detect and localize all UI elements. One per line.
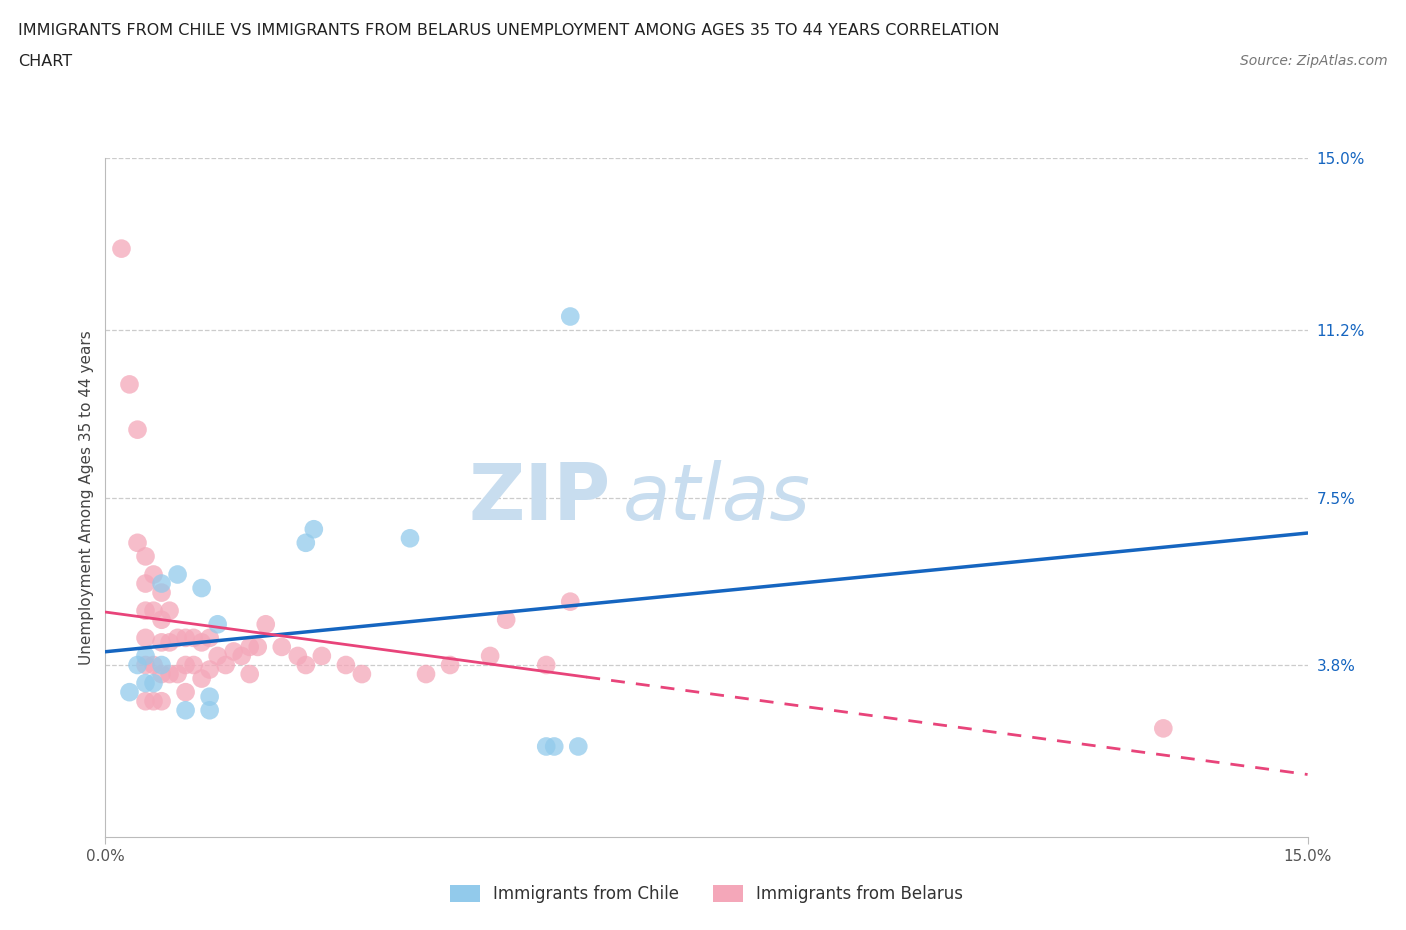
Point xyxy=(287,648,309,663)
Point xyxy=(127,536,149,551)
Point xyxy=(246,640,269,655)
Point xyxy=(166,631,188,645)
Point xyxy=(174,658,197,672)
Point xyxy=(166,567,188,582)
Y-axis label: Unemployment Among Ages 35 to 44 years: Unemployment Among Ages 35 to 44 years xyxy=(79,330,94,665)
Point xyxy=(150,635,173,650)
Point xyxy=(118,377,141,392)
Point xyxy=(270,640,292,655)
Point xyxy=(495,612,517,627)
Point xyxy=(183,658,205,672)
Point xyxy=(159,604,181,618)
Point xyxy=(399,531,422,546)
Point xyxy=(135,576,157,591)
Point xyxy=(150,658,173,672)
Point xyxy=(239,667,262,682)
Point xyxy=(118,684,141,699)
Point xyxy=(190,580,212,595)
Point xyxy=(198,662,221,677)
Point xyxy=(231,648,253,663)
Point xyxy=(198,703,221,718)
Point xyxy=(295,658,318,672)
Point xyxy=(543,739,565,754)
Point xyxy=(350,667,373,682)
Point xyxy=(135,604,157,618)
Point xyxy=(142,604,165,618)
Point xyxy=(142,676,165,691)
Point xyxy=(135,676,157,691)
Point xyxy=(239,640,262,655)
Text: ZIP: ZIP xyxy=(468,459,610,536)
Text: CHART: CHART xyxy=(18,54,72,69)
Point xyxy=(295,536,318,551)
Point xyxy=(190,635,212,650)
Point xyxy=(222,644,245,658)
Point xyxy=(190,671,212,686)
Point xyxy=(560,594,582,609)
Point xyxy=(207,617,229,631)
Point xyxy=(254,617,277,631)
Point xyxy=(135,648,157,663)
Point xyxy=(439,658,461,672)
Point xyxy=(198,631,221,645)
Legend: Immigrants from Chile, Immigrants from Belarus: Immigrants from Chile, Immigrants from B… xyxy=(443,879,970,910)
Point xyxy=(159,635,181,650)
Point xyxy=(174,703,197,718)
Point xyxy=(1152,721,1174,736)
Point xyxy=(560,309,582,324)
Text: Source: ZipAtlas.com: Source: ZipAtlas.com xyxy=(1240,54,1388,68)
Point xyxy=(150,585,173,600)
Point xyxy=(127,658,149,672)
Point xyxy=(142,694,165,709)
Point xyxy=(302,522,325,537)
Point xyxy=(174,631,197,645)
Point xyxy=(150,694,173,709)
Point xyxy=(534,739,557,754)
Point xyxy=(150,667,173,682)
Point xyxy=(135,694,157,709)
Point xyxy=(567,739,589,754)
Point xyxy=(150,576,173,591)
Point xyxy=(142,658,165,672)
Point xyxy=(166,667,188,682)
Point xyxy=(159,667,181,682)
Point xyxy=(135,549,157,564)
Point xyxy=(135,658,157,672)
Point xyxy=(534,658,557,672)
Point xyxy=(214,658,236,672)
Text: IMMIGRANTS FROM CHILE VS IMMIGRANTS FROM BELARUS UNEMPLOYMENT AMONG AGES 35 TO 4: IMMIGRANTS FROM CHILE VS IMMIGRANTS FROM… xyxy=(18,23,1000,38)
Point xyxy=(335,658,357,672)
Point xyxy=(174,684,197,699)
Point xyxy=(183,631,205,645)
Text: atlas: atlas xyxy=(623,459,810,536)
Point xyxy=(142,567,165,582)
Point xyxy=(311,648,333,663)
Point xyxy=(479,648,502,663)
Point xyxy=(110,241,132,256)
Point xyxy=(150,612,173,627)
Point xyxy=(198,689,221,704)
Point xyxy=(415,667,437,682)
Point xyxy=(207,648,229,663)
Point xyxy=(135,631,157,645)
Point xyxy=(127,422,149,437)
